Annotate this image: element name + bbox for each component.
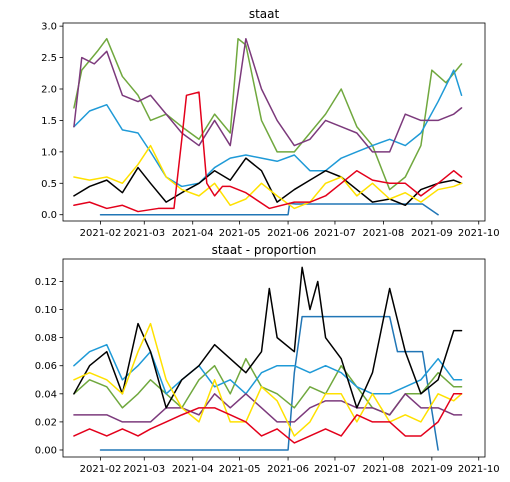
plot-frame [62, 22, 486, 222]
y-tick-label: 0.12 [35, 277, 57, 288]
series-layer [73, 266, 463, 451]
x-tick-label: 2021-06 [267, 228, 309, 239]
x-tick-label: 2021-09 [411, 464, 453, 475]
x-tick-label: 2021-03 [123, 228, 165, 239]
x-tick-label: 2021-08 [363, 228, 405, 239]
series-line-4 [73, 157, 463, 207]
y-axis-ticks: 0.00 0.02 0.04 0.06 0.08 0.10 0.12 [35, 277, 63, 456]
y-axis-ticks: 0.0 0.5 1.0 1.5 2.0 2.5 3.0 [41, 22, 63, 221]
x-tick-label: 2021-02 [80, 228, 122, 239]
x-tick-label: 2021-10 [458, 464, 500, 475]
x-tick-label: 2021-02 [80, 464, 122, 475]
y-tick-label: 2.0 [41, 85, 57, 96]
plot-frame [62, 258, 486, 458]
x-tick-label: 2021-03 [123, 464, 165, 475]
x-tick-label: 2021-04 [172, 228, 214, 239]
y-tick-label: 0.00 [35, 445, 57, 456]
y-tick-label: 1.5 [41, 116, 57, 127]
y-tick-label: 2.5 [41, 53, 57, 64]
series-line-6 [73, 393, 463, 444]
x-tick-label: 2021-05 [219, 464, 261, 475]
x-tick-label: 2021-10 [458, 228, 500, 239]
chart-staat-proportion: staat - proportion 2021-02 2021-03 2021-04… [35, 243, 500, 475]
x-axis-ticks: 2021-02 2021-03 2021-04 2021-05 2021-06 2021-… [80, 457, 500, 475]
series-line-5 [73, 322, 463, 437]
x-tick-label: 2021-08 [363, 464, 405, 475]
chart-staat: staat 2021-02 2021-03 2021-04 2021-05 2021-0… [41, 7, 500, 239]
y-tick-label: 0.08 [35, 333, 57, 344]
series-layer [73, 37, 463, 216]
series-line-2 [73, 69, 463, 188]
x-axis-ticks: 2021-02 2021-03 2021-04 2021-05 2021-06 2021-… [80, 221, 500, 239]
y-tick-label: 0.10 [35, 305, 57, 316]
x-tick-label: 2021-06 [267, 464, 309, 475]
chart-title: staat [249, 7, 280, 21]
y-tick-label: 1.0 [41, 147, 57, 158]
chart-title: staat - proportion [212, 243, 317, 257]
y-tick-label: 0.06 [35, 361, 57, 372]
x-tick-label: 2021-07 [314, 228, 356, 239]
y-tick-label: 0.0 [41, 210, 57, 221]
y-tick-label: 0.02 [35, 417, 57, 428]
series-line-0 [99, 315, 439, 451]
y-tick-label: 0.5 [41, 179, 57, 190]
x-tick-label: 2021-04 [172, 464, 214, 475]
x-tick-label: 2021-05 [219, 228, 261, 239]
series-line-1 [73, 37, 463, 191]
series-line-4 [73, 266, 463, 409]
x-tick-label: 2021-09 [411, 228, 453, 239]
series-line-2 [73, 343, 463, 395]
x-tick-label: 2021-07 [314, 464, 356, 475]
series-line-3 [73, 393, 463, 423]
series-line-6 [73, 91, 463, 213]
series-line-3 [73, 37, 463, 153]
y-tick-label: 0.04 [35, 389, 57, 400]
y-tick-label: 3.0 [41, 22, 57, 33]
series-line-5 [73, 144, 463, 210]
